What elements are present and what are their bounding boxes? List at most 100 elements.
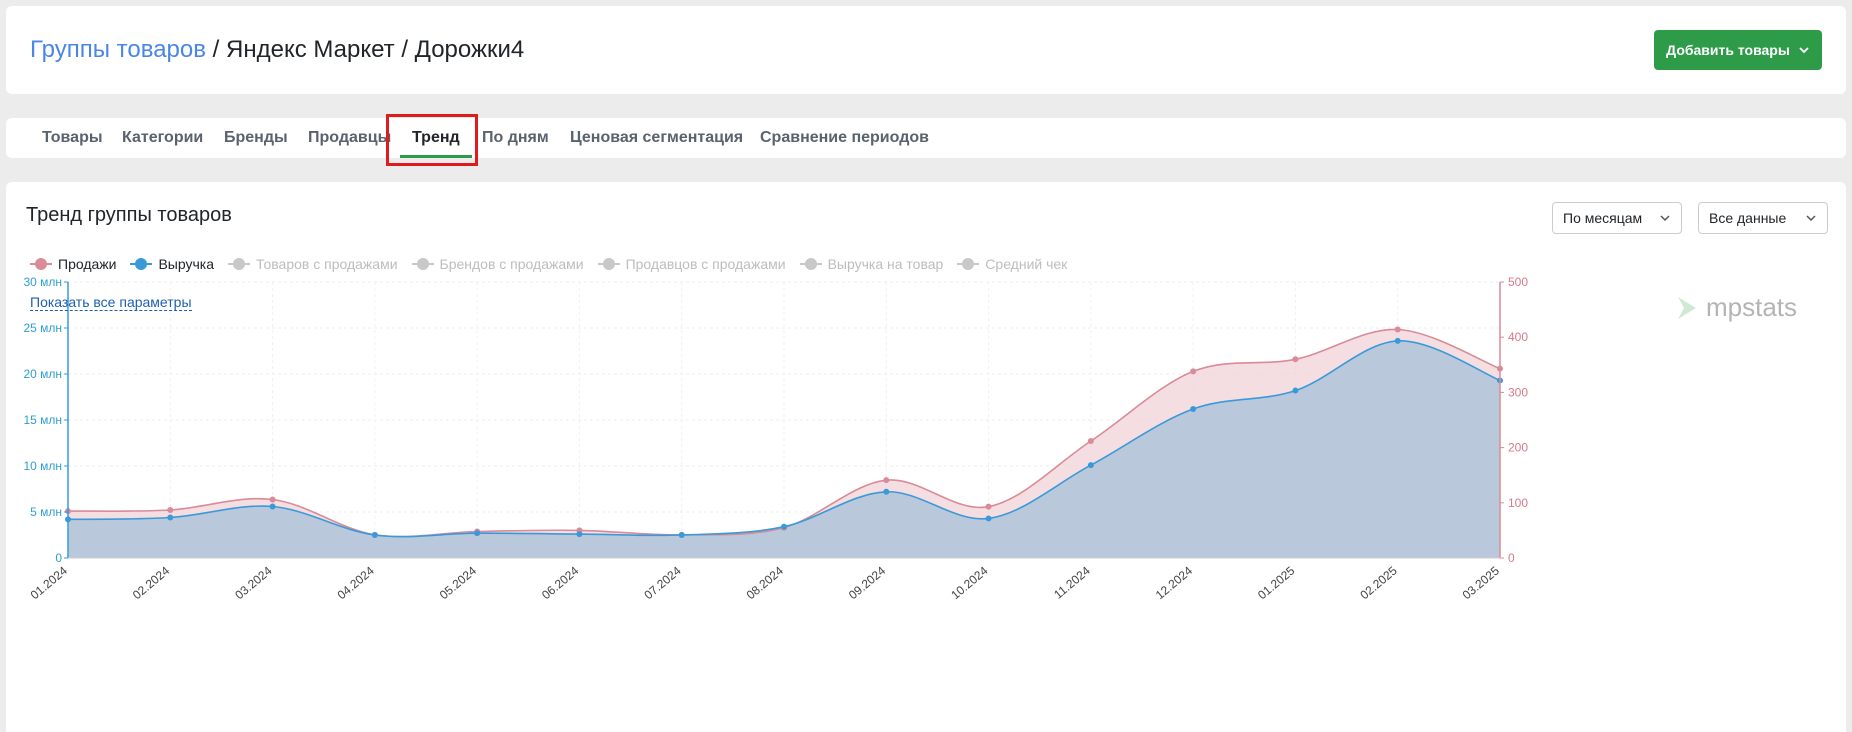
x-axis-tick-label: 04.2024 xyxy=(335,563,377,602)
right-axis-tick-label: 400 xyxy=(1508,330,1528,344)
legend-item[interactable]: Выручка xyxy=(130,256,214,272)
x-axis-tick-label: 06.2024 xyxy=(539,563,581,602)
legend-marker-icon xyxy=(411,258,434,270)
active-tab-highlight xyxy=(386,114,478,166)
sales-point xyxy=(985,503,992,510)
legend-marker-icon xyxy=(130,258,153,270)
revenue-point xyxy=(371,532,378,538)
revenue-point xyxy=(985,515,992,522)
breadcrumb: Группы товаров / Яндекс Маркет / Дорожки… xyxy=(30,36,524,64)
legend-label: Продавцов с продажами xyxy=(625,256,786,272)
left-axis-tick-label: 5 млн xyxy=(30,505,62,519)
sales-point xyxy=(269,496,276,503)
right-axis-tick-label: 500 xyxy=(1508,275,1528,289)
sales-point xyxy=(883,477,890,484)
revenue-area xyxy=(68,340,1500,558)
left-axis-tick-label: 25 млн xyxy=(23,321,62,335)
x-axis-tick-label: 12.2024 xyxy=(1153,563,1195,602)
x-axis-tick-label: 08.2024 xyxy=(744,563,786,602)
right-axis-tick-label: 300 xyxy=(1508,385,1528,399)
revenue-point xyxy=(474,530,481,537)
x-axis-tick-label: 01.2024 xyxy=(28,563,70,602)
breadcrumb-separator: / xyxy=(394,36,415,63)
breadcrumb-separator: / xyxy=(205,36,226,63)
x-axis-tick-label: 03.2025 xyxy=(1460,563,1502,602)
legend-item[interactable]: Брендов с продажами xyxy=(411,256,584,272)
x-axis-tick-label: 02.2024 xyxy=(130,563,172,602)
revenue-point xyxy=(781,523,787,530)
x-axis-tick-label: 10.2024 xyxy=(948,563,990,602)
right-axis-tick-label: 0 xyxy=(1508,551,1515,565)
x-axis-tick-label: 11.2024 xyxy=(1051,563,1093,601)
left-axis-tick-label: 20 млн xyxy=(23,367,62,381)
chevron-down-icon xyxy=(1806,215,1816,222)
breadcrumb-root-link[interactable]: Группы товаров xyxy=(30,36,206,63)
tab-brands[interactable]: Бренды xyxy=(224,129,288,146)
right-axis-tick-label: 200 xyxy=(1508,441,1528,455)
left-axis-tick-label: 30 млн xyxy=(23,275,62,289)
legend-label: Выручка на товар xyxy=(827,256,944,272)
legend-marker-icon xyxy=(957,258,980,270)
left-axis-tick-label: 15 млн xyxy=(23,413,62,427)
chevron-down-icon xyxy=(1799,47,1809,54)
show-all-params-link[interactable]: Показать все параметры xyxy=(30,294,192,311)
breadcrumb-marketplace: Яндекс Маркет xyxy=(226,36,395,63)
x-axis-tick-label: 01.2025 xyxy=(1255,563,1297,602)
legend-marker-icon xyxy=(799,258,822,270)
x-axis-tick-label: 07.2024 xyxy=(641,563,683,602)
legend-item[interactable]: Товаров с продажами xyxy=(228,256,398,272)
tab-price-segmentation[interactable]: Ценовая сегментация xyxy=(570,129,744,146)
sales-point xyxy=(1292,356,1299,363)
period-select[interactable]: По месяцам xyxy=(1552,202,1682,234)
tab-categories[interactable]: Категории xyxy=(122,129,204,146)
revenue-point xyxy=(269,503,276,510)
legend-label: Средний чек xyxy=(985,256,1068,272)
tab-period-comparison[interactable]: Сравнение периодов xyxy=(760,129,929,146)
right-axis-tick-label: 100 xyxy=(1508,496,1528,510)
sales-point xyxy=(1087,437,1094,444)
legend-marker-icon xyxy=(228,258,251,270)
chart-legend: Продажи Выручка Товаров с продажами Брендов… xyxy=(30,256,1067,272)
tab-trend[interactable]: Тренд xyxy=(400,118,472,158)
legend-label: Брендов с продажами xyxy=(439,256,584,272)
x-axis-tick-label: 09.2024 xyxy=(846,563,888,602)
tab-products[interactable]: Товары xyxy=(42,129,103,146)
mpstats-logo: mpstats xyxy=(1676,292,1797,323)
x-axis-tick-label: 05.2024 xyxy=(437,563,479,602)
revenue-point xyxy=(678,532,685,538)
tab-sellers[interactable]: Продавцы xyxy=(308,129,392,146)
left-axis-tick-label: 0 xyxy=(55,551,62,565)
legend-item[interactable]: Выручка на товар xyxy=(799,256,944,272)
chevron-down-icon xyxy=(1660,215,1670,222)
add-products-label: Добавить товары xyxy=(1666,42,1790,58)
legend-marker-icon xyxy=(597,258,620,270)
breadcrumb-group: Дорожки4 xyxy=(414,36,525,63)
logo-text: mpstats xyxy=(1706,292,1798,322)
add-products-button[interactable]: Добавить товары xyxy=(1654,30,1822,70)
header-card: Группы товаров / Яндекс Маркет / Дорожки… xyxy=(6,6,1846,94)
revenue-point xyxy=(167,514,174,521)
tabs-bar: Товары Категории Бренды Продавцы Тренд П… xyxy=(6,118,1846,158)
revenue-point xyxy=(1292,387,1299,394)
sales-point xyxy=(1394,326,1401,333)
legend-item[interactable]: Продавцов с продажами xyxy=(597,256,786,272)
legend-marker-icon xyxy=(30,258,52,270)
legend-label: Продажи xyxy=(58,256,117,272)
legend-item[interactable]: Средний чек xyxy=(957,256,1067,272)
x-axis-tick-label: 02.2025 xyxy=(1357,563,1399,602)
data-select-value: Все данные xyxy=(1709,210,1787,226)
sales-point xyxy=(167,506,174,513)
trend-panel: 0 5 млн 10 млн 15 млн 20 млн 25 млн 30 млн 0 100… xyxy=(6,182,1846,732)
revenue-point xyxy=(1087,462,1094,469)
revenue-point xyxy=(1394,337,1401,344)
legend-label: Товаров с продажами xyxy=(256,256,398,272)
tab-by-days[interactable]: По дням xyxy=(482,129,549,146)
revenue-point xyxy=(883,488,890,495)
revenue-point xyxy=(1190,405,1197,412)
legend-item[interactable]: Продажи xyxy=(30,256,116,272)
panel-title: Тренд группы товаров xyxy=(26,204,232,226)
left-axis-tick-label: 10 млн xyxy=(23,459,62,473)
mpstats-logo-icon xyxy=(1678,296,1696,319)
data-select[interactable]: Все данные xyxy=(1698,202,1828,234)
legend-label: Выручка xyxy=(158,256,215,272)
